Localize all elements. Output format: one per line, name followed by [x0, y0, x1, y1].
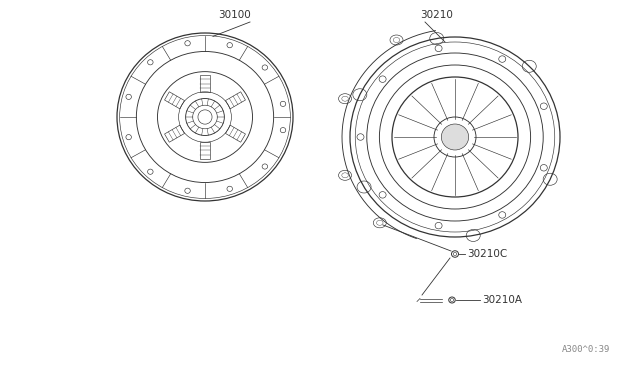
Text: 30210C: 30210C [467, 249, 508, 259]
Text: 30210A: 30210A [482, 295, 522, 305]
Text: 30210: 30210 [420, 10, 453, 20]
Ellipse shape [442, 124, 468, 150]
Text: 30100: 30100 [219, 10, 252, 20]
Text: A300^0:39: A300^0:39 [562, 345, 610, 354]
